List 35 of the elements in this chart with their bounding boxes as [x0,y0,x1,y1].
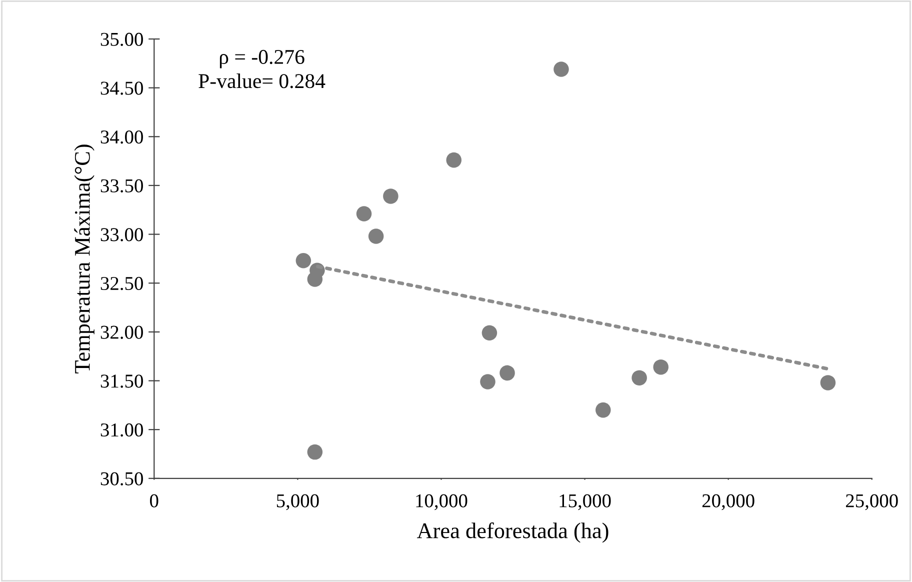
y-tick-label: 32.00 [100,326,143,339]
y-tick-label: 34.00 [100,130,143,144]
point [500,365,515,381]
annotation: ρ = -0.276 [220,50,304,68]
y-tick-label: 32.50 [100,276,143,290]
y-tick-label: 34.50 [100,82,143,95]
x-tick-label: 10,000 [416,494,468,510]
point [482,325,498,341]
point [446,152,462,168]
y-tick-label: 31.00 [100,423,143,437]
y-tick-label: 33.00 [100,228,143,242]
point [296,253,312,268]
point [307,272,323,287]
point [356,206,372,222]
x-tick-label: 0 [150,494,158,508]
x-tick-label: 20,000 [702,494,754,510]
x-tick-label: 15,000 [560,494,611,510]
point [632,370,647,386]
point [368,228,384,244]
point [596,402,611,418]
y-axis-title: Temperatura Máxima(°C) [74,144,94,374]
x-tick-label: 25,000 [846,494,898,510]
y-tick-label: 30.50 [100,472,143,486]
point [480,374,496,390]
point [653,359,668,375]
point [383,188,398,204]
point [307,444,323,460]
y-tick-label: 33.50 [100,179,143,192]
point [554,62,569,77]
annotation: P-value= 0.284 [198,73,326,88]
y-tick-label: 35.00 [100,32,143,46]
point [820,375,836,390]
x-tick-label: 5,000 [276,494,319,510]
x-axis-title: Area deforestada (ha) [416,522,608,543]
y-tick-label: 31.50 [100,374,143,388]
